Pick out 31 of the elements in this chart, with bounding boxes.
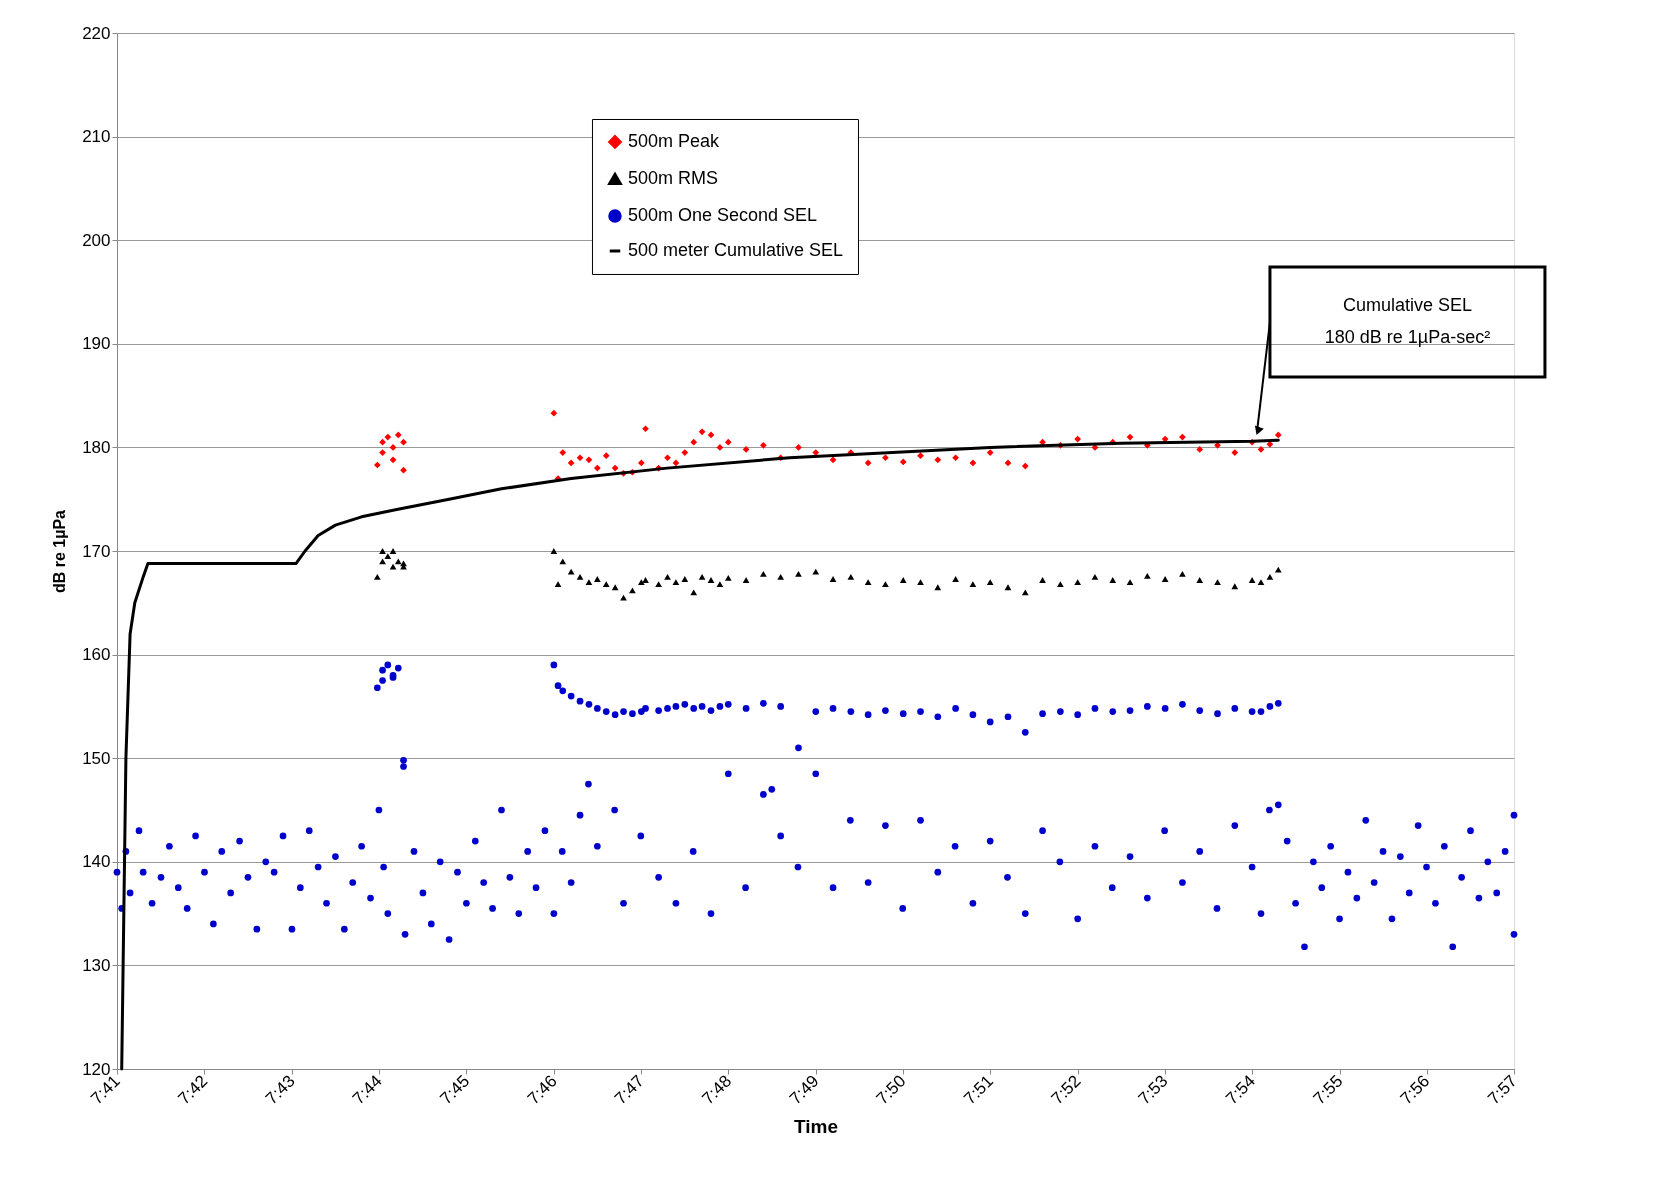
- x-tick-label: 7:45: [436, 1071, 474, 1109]
- x-tick-label: 7:42: [174, 1071, 212, 1109]
- y-tick-label: 220: [82, 23, 111, 43]
- y-tick-label: 130: [82, 955, 111, 975]
- x-tick-label: 7:53: [1134, 1071, 1172, 1109]
- x-tick-label: 7:46: [523, 1071, 561, 1109]
- x-tick-label: 7:48: [698, 1071, 736, 1109]
- y-tick-label: 170: [82, 541, 111, 561]
- legend-label: 500 meter Cumulative SEL: [627, 239, 844, 260]
- legend-label: 500m One Second SEL: [627, 204, 818, 225]
- x-axis-title: Time: [793, 1115, 839, 1137]
- x-tick-label: 7:51: [960, 1071, 998, 1109]
- legend-label: 500m RMS: [627, 167, 719, 188]
- y-axis-title: dB re 1µPa: [51, 509, 69, 594]
- y-tick-label: 180: [82, 437, 111, 457]
- y-tick-label: 140: [82, 852, 111, 872]
- y-tick-label: 190: [82, 334, 111, 354]
- x-tick-label: 7:50: [872, 1071, 910, 1109]
- x-tick-label: 7:55: [1309, 1071, 1347, 1109]
- y-tick-label: 150: [82, 748, 111, 768]
- y-tick-label: 200: [82, 230, 111, 250]
- x-tick-label: 7:49: [785, 1071, 823, 1109]
- x-tick-label: 7:54: [1222, 1071, 1259, 1109]
- x-tick-label: 7:56: [1396, 1071, 1434, 1109]
- y-tick-label: 210: [82, 127, 111, 147]
- y-tick-label: 160: [82, 645, 111, 665]
- legend-label: 500m Peak: [627, 130, 721, 151]
- annotation: Cumulative SEL 180 dB re 1µPa-sec²: [1324, 295, 1491, 348]
- x-tick-label: 7:44: [348, 1071, 386, 1109]
- x-tick-label: 7:43: [261, 1071, 299, 1109]
- x-tick-label: 7:52: [1047, 1071, 1085, 1109]
